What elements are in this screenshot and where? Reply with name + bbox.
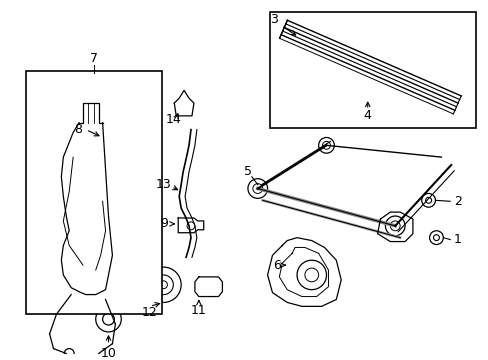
Text: 11: 11 [191, 304, 206, 317]
Bar [269, 12, 475, 128]
Text: 3: 3 [270, 13, 278, 26]
Text: 8: 8 [74, 123, 82, 136]
Text: 12: 12 [142, 306, 157, 319]
Text: 2: 2 [453, 195, 461, 208]
Bar [26, 71, 161, 314]
Text: 6: 6 [273, 258, 281, 272]
Text: 7: 7 [90, 53, 98, 66]
Text: 4: 4 [363, 109, 371, 122]
Text: 14: 14 [165, 113, 181, 126]
Text: 9: 9 [160, 217, 168, 230]
Text: 5: 5 [244, 165, 251, 178]
Text: 10: 10 [101, 347, 116, 360]
Text: 1: 1 [453, 233, 461, 246]
Text: 13: 13 [155, 178, 171, 191]
